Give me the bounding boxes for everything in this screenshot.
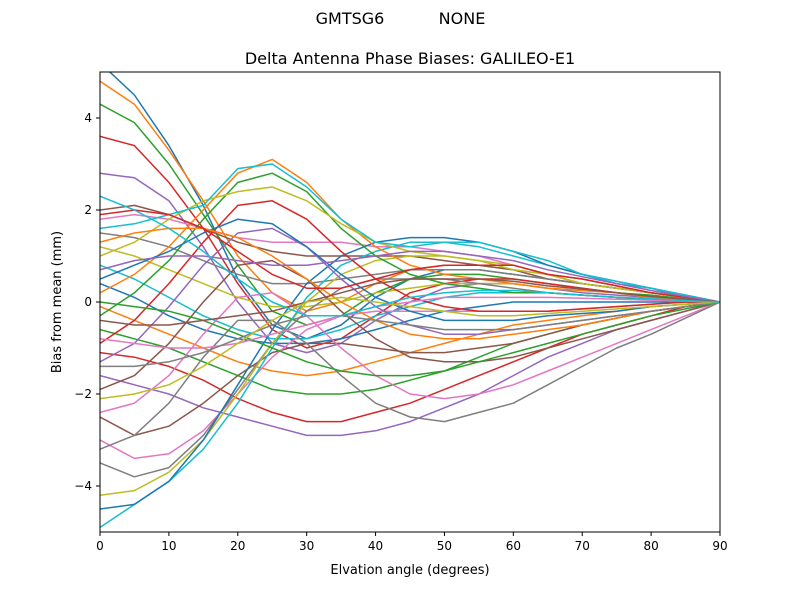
x-tick-label: 0 xyxy=(96,539,104,553)
x-tick-label: 90 xyxy=(712,539,727,553)
series-line-s08 xyxy=(100,232,720,303)
chart-title: Delta Antenna Phase Biases: GALILEO-E1 xyxy=(245,49,575,68)
x-tick-label: 40 xyxy=(368,539,383,553)
series-line-s39 xyxy=(100,296,720,400)
tick-layer: 0 10 20 30 40 50 60 70 80 90 −4 −2 0 2 4 xyxy=(74,111,727,553)
series-line-s37 xyxy=(100,296,720,349)
series-line-s38 xyxy=(100,301,720,368)
series-line-s35 xyxy=(100,250,720,303)
x-tick-label: 10 xyxy=(161,539,176,553)
suptitle-left: GMTSG6 xyxy=(316,9,385,28)
y-tick-label: 4 xyxy=(84,111,92,125)
x-axis-label: Elvation angle (degrees) xyxy=(330,563,489,578)
suptitle-right: NONE xyxy=(439,9,486,28)
x-tick-label: 20 xyxy=(230,539,245,553)
series-line-s27 xyxy=(100,292,720,414)
series-line-s34 xyxy=(100,209,720,303)
x-tick-label: 60 xyxy=(506,539,521,553)
y-axis-label: Bias from mean (mm) xyxy=(50,231,65,373)
x-tick-label: 30 xyxy=(299,539,314,553)
series-line-s31 xyxy=(100,218,720,322)
y-tick-label: −2 xyxy=(74,387,92,401)
y-tick-label: −4 xyxy=(74,479,92,493)
y-tick-label: 2 xyxy=(84,203,92,217)
x-tick-label: 70 xyxy=(575,539,590,553)
series-line-s36 xyxy=(100,278,720,326)
series-line-s11 xyxy=(100,282,720,345)
series-line-s40 xyxy=(100,195,720,317)
series-line-s28 xyxy=(100,301,720,450)
series-line-s30 xyxy=(100,163,720,303)
x-tick-label: 80 xyxy=(643,539,658,553)
series-layer xyxy=(100,72,720,529)
series-line-s26 xyxy=(100,259,720,391)
y-tick-label: 0 xyxy=(84,295,92,309)
x-tick-label: 50 xyxy=(437,539,452,553)
